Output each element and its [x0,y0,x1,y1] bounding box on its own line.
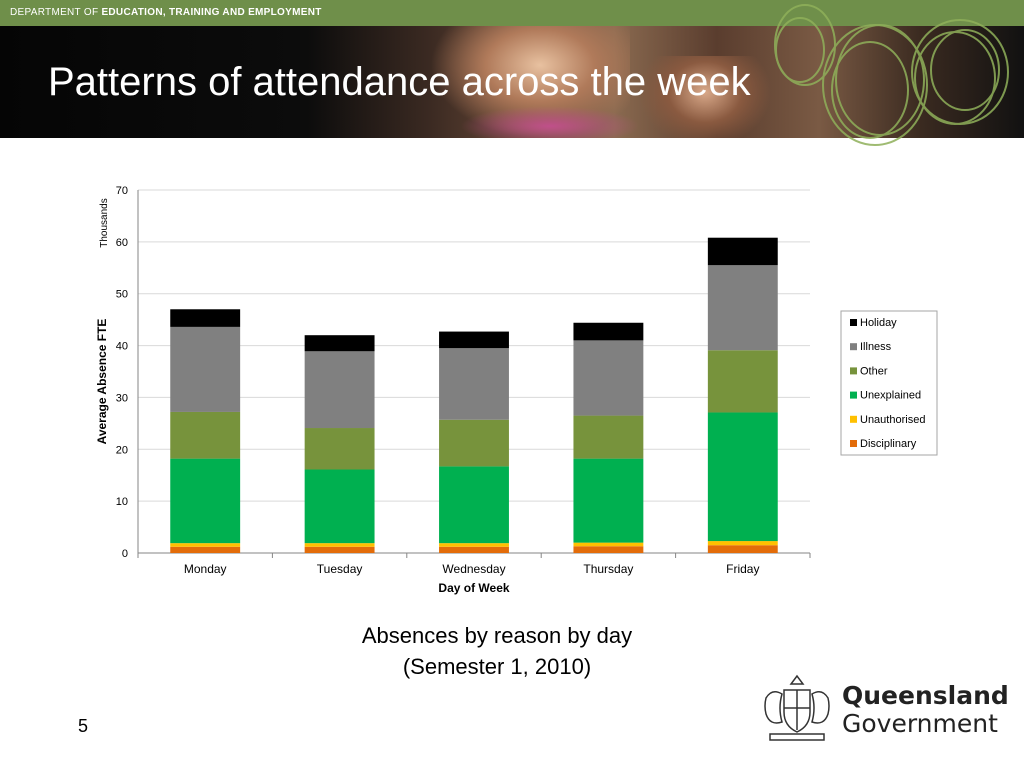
x-axis-label: Day of Week [438,581,509,595]
bar-segment-illness [573,340,644,416]
legend-swatch-disciplinary [850,440,857,447]
bar-segment-other [304,428,375,470]
bar-segment-holiday [707,237,778,266]
bar-segment-holiday [170,309,241,327]
bar-segment-unexplained [304,469,375,544]
legend-label-illness: Illness [860,341,892,353]
bar-segment-unauthorised [304,543,375,547]
legend-swatch-unauthorised [850,415,857,423]
banner-photo [0,26,1024,138]
bar-segment-illness [439,348,509,420]
x-tick-label: Thursday [583,562,633,576]
bar-segment-holiday [304,335,375,352]
bar-segment-disciplinary [707,545,778,553]
y-tick-label: 40 [116,341,128,353]
bar-segment-illness [170,326,241,412]
department-title: EDUCATION, TRAINING AND EMPLOYMENT [101,7,322,18]
y-tick-label: 20 [116,444,128,456]
y-tick-label: 10 [116,496,128,508]
legend-swatch-illness [850,343,857,351]
y-tick-label: 0 [122,548,128,560]
caption-line-2: (Semester 1, 2010) [402,654,592,679]
department-prefix: DEPARTMENT OF [10,7,102,18]
legend-label-unauthorised: Unauthorised [860,414,925,426]
wordmark-line-1: Queensland [842,681,1009,710]
legend-label-disciplinary: Disciplinary [860,438,917,450]
slide-number: 5 [78,716,89,736]
stacked-bar-chart: 0 10 20 30 40 50 60 70 Monday Tuesday Wednesday Thu… [95,185,938,595]
banner-photo-child-3 [460,106,640,138]
x-tick-label: Friday [726,562,759,576]
bar-segment-holiday [439,331,509,349]
bar-segment-unauthorised [573,542,644,547]
legend-swatch-other [850,367,857,375]
chart-caption: Absences by reason by day (Semester 1, 2… [300,620,694,682]
department-name: DEPARTMENT OF EDUCATION, TRAINING AND EM… [10,7,322,18]
y-tick-label: 70 [116,185,128,197]
chart-legend [840,310,938,456]
legend-label-holiday: Holiday [860,317,897,329]
y-tick-label: 50 [116,289,128,301]
bar-segment-other [573,415,644,459]
legend-swatch-unexplained [850,391,857,399]
x-tick-label: Wednesday [442,562,505,576]
queensland-government-wordmark: Queensland Government [842,682,1009,738]
bar-segment-unexplained [707,412,778,542]
bar-segment-holiday [573,322,644,341]
bar-segment-unauthorised [439,543,509,547]
bar-segment-illness [304,351,375,429]
bar-segment-other [707,350,778,413]
y-tick-label: 60 [116,237,128,249]
bar-segment-unexplained [439,466,509,544]
legend-label-other: Other [860,365,888,377]
bar-segment-other [170,411,241,459]
bar-segment-disciplinary [170,546,241,553]
y-tick-label: 30 [116,392,128,404]
bar-segment-disciplinary [439,546,509,553]
bar-segment-other [439,419,509,467]
legend-swatch-holiday [850,319,857,326]
banner-photo-child-2 [640,56,770,138]
slide-title: Patterns of attendance across the week [48,60,751,104]
x-tick-label: Tuesday [317,562,363,576]
bar-segment-disciplinary [304,546,375,553]
legend-label-unexplained: Unexplained [860,390,921,402]
decorative-rings [774,4,1009,146]
y-axis-unit-label: Thousands [99,198,110,247]
queensland-coat-of-arms-logo [764,674,830,741]
bar-segment-unexplained [170,458,241,544]
bar-segment-disciplinary [573,546,644,553]
bar-segment-unauthorised [707,541,778,546]
wordmark-line-2: Government [842,709,998,738]
bar-segment-unexplained [573,458,644,543]
department-header-bar: DEPARTMENT OF EDUCATION, TRAINING AND EM… [0,0,1024,26]
bar-segment-illness [707,265,778,351]
x-tick-label: Monday [184,562,227,576]
caption-line-1: Absences by reason by day [361,623,633,648]
bar-segment-unauthorised [170,543,241,547]
y-axis-label: Average Absence FTE [95,319,109,445]
